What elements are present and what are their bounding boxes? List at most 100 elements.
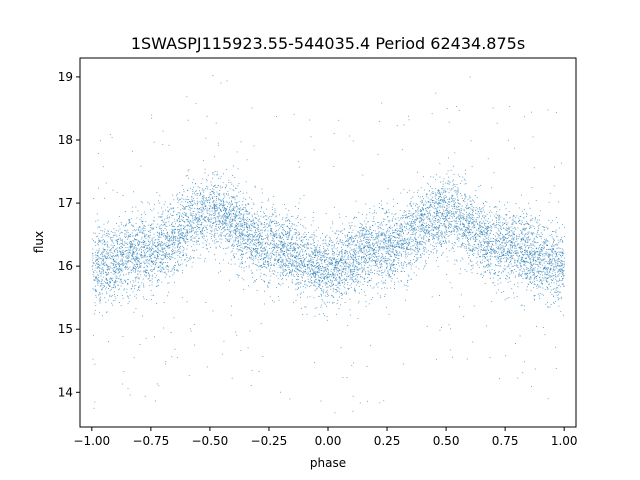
data-point bbox=[436, 227, 438, 229]
data-point bbox=[253, 236, 254, 238]
data-point bbox=[359, 262, 361, 264]
data-point bbox=[369, 280, 371, 282]
data-point bbox=[225, 219, 227, 221]
data-point bbox=[491, 187, 493, 189]
data-point bbox=[388, 248, 390, 250]
data-point bbox=[546, 244, 548, 246]
data-point bbox=[521, 246, 523, 247]
data-point bbox=[533, 274, 535, 276]
data-point bbox=[207, 218, 209, 220]
data-point bbox=[540, 251, 542, 253]
data-point bbox=[117, 270, 119, 272]
data-point bbox=[476, 219, 478, 221]
data-point bbox=[523, 264, 525, 266]
data-point bbox=[415, 216, 417, 218]
data-point bbox=[114, 261, 116, 262]
data-point bbox=[238, 183, 240, 185]
data-point bbox=[474, 195, 476, 197]
data-point bbox=[301, 265, 303, 267]
data-point bbox=[451, 248, 453, 250]
data-point bbox=[268, 224, 270, 226]
data-point bbox=[159, 228, 161, 229]
data-point bbox=[292, 215, 294, 217]
data-point bbox=[270, 264, 272, 266]
data-point bbox=[406, 265, 408, 267]
data-point bbox=[553, 275, 555, 276]
data-point bbox=[354, 250, 356, 252]
data-point bbox=[378, 255, 380, 257]
data-point bbox=[207, 220, 209, 222]
data-point bbox=[179, 251, 181, 253]
data-point bbox=[219, 178, 221, 179]
data-point bbox=[137, 273, 139, 275]
data-point bbox=[170, 231, 172, 233]
data-point bbox=[531, 252, 533, 254]
data-point bbox=[196, 204, 198, 206]
data-point bbox=[292, 255, 294, 257]
data-point bbox=[400, 216, 402, 218]
data-point bbox=[300, 223, 302, 225]
data-point bbox=[199, 228, 201, 230]
data-point bbox=[343, 281, 345, 283]
data-point bbox=[541, 260, 543, 262]
data-point bbox=[536, 221, 537, 223]
data-point bbox=[171, 239, 173, 241]
data-point bbox=[271, 206, 273, 208]
data-point bbox=[215, 218, 217, 220]
data-point bbox=[481, 218, 482, 220]
data-point bbox=[258, 261, 260, 263]
data-point bbox=[110, 282, 112, 284]
data-point bbox=[409, 220, 411, 222]
data-point bbox=[341, 239, 343, 241]
data-point bbox=[553, 269, 555, 271]
data-point bbox=[147, 236, 149, 238]
data-point bbox=[324, 253, 326, 255]
data-point bbox=[343, 278, 345, 280]
data-point bbox=[112, 273, 114, 275]
data-point bbox=[479, 216, 481, 218]
data-point bbox=[370, 253, 371, 255]
data-point bbox=[501, 253, 503, 254]
data-point bbox=[400, 280, 402, 281]
data-point bbox=[124, 241, 126, 243]
data-point bbox=[312, 251, 314, 253]
data-point bbox=[456, 222, 458, 224]
data-point bbox=[230, 196, 232, 198]
data-point bbox=[454, 259, 456, 261]
data-point bbox=[346, 246, 348, 248]
data-point bbox=[149, 237, 151, 239]
data-point bbox=[239, 221, 241, 223]
data-point bbox=[286, 261, 288, 263]
data-point bbox=[441, 200, 443, 202]
data-point bbox=[363, 256, 365, 258]
data-point bbox=[181, 232, 183, 234]
data-point bbox=[423, 254, 425, 255]
data-point bbox=[495, 225, 497, 227]
data-point bbox=[532, 250, 534, 252]
data-point bbox=[432, 223, 434, 225]
data-point bbox=[313, 237, 315, 239]
data-point bbox=[400, 228, 402, 230]
data-point bbox=[389, 236, 391, 238]
data-point bbox=[186, 213, 188, 215]
data-point bbox=[432, 238, 433, 240]
data-point bbox=[424, 234, 426, 236]
data-point bbox=[303, 194, 305, 196]
data-point bbox=[94, 363, 96, 365]
data-point bbox=[142, 250, 144, 251]
data-point bbox=[454, 184, 456, 185]
data-point bbox=[550, 265, 552, 267]
data-point bbox=[496, 238, 498, 239]
data-point bbox=[154, 241, 156, 243]
data-point bbox=[199, 219, 201, 221]
data-point bbox=[153, 216, 155, 218]
data-point bbox=[453, 204, 455, 206]
data-point bbox=[347, 256, 349, 258]
data-point bbox=[401, 244, 402, 246]
data-point bbox=[111, 255, 113, 257]
data-point bbox=[143, 251, 145, 253]
data-point bbox=[411, 224, 413, 226]
data-point bbox=[109, 256, 110, 258]
data-point bbox=[534, 257, 536, 259]
data-point bbox=[387, 270, 389, 272]
